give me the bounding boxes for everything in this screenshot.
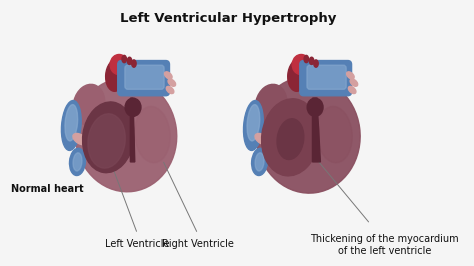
- Ellipse shape: [70, 148, 85, 176]
- Ellipse shape: [110, 55, 128, 74]
- Ellipse shape: [65, 105, 78, 141]
- Ellipse shape: [88, 114, 125, 168]
- Text: Left Ventricle: Left Ventricle: [105, 239, 170, 249]
- Ellipse shape: [166, 86, 174, 94]
- Text: Normal heart: Normal heart: [11, 184, 83, 194]
- Ellipse shape: [255, 134, 269, 145]
- Ellipse shape: [62, 101, 81, 151]
- Ellipse shape: [73, 134, 87, 145]
- Ellipse shape: [247, 105, 260, 141]
- FancyBboxPatch shape: [118, 61, 170, 96]
- FancyBboxPatch shape: [300, 61, 352, 96]
- Ellipse shape: [292, 55, 310, 74]
- Ellipse shape: [125, 98, 141, 117]
- Ellipse shape: [132, 60, 136, 67]
- Text: Left Ventricular Hypertrophy: Left Ventricular Hypertrophy: [120, 12, 337, 25]
- Ellipse shape: [255, 153, 264, 171]
- Polygon shape: [130, 98, 135, 162]
- Ellipse shape: [288, 60, 307, 91]
- Ellipse shape: [314, 60, 318, 67]
- Ellipse shape: [348, 86, 356, 94]
- Ellipse shape: [346, 72, 354, 79]
- Ellipse shape: [168, 79, 175, 86]
- Ellipse shape: [82, 102, 134, 173]
- FancyBboxPatch shape: [125, 65, 164, 89]
- Ellipse shape: [277, 119, 304, 160]
- Ellipse shape: [73, 153, 82, 171]
- Ellipse shape: [252, 148, 267, 176]
- Ellipse shape: [255, 84, 287, 125]
- FancyBboxPatch shape: [307, 65, 346, 89]
- Ellipse shape: [307, 98, 323, 117]
- Ellipse shape: [73, 84, 105, 125]
- Ellipse shape: [262, 99, 319, 176]
- Ellipse shape: [122, 55, 127, 63]
- Text: Right Ventricle: Right Ventricle: [162, 239, 234, 249]
- Ellipse shape: [106, 60, 125, 91]
- Polygon shape: [312, 98, 320, 162]
- Ellipse shape: [310, 57, 314, 64]
- Ellipse shape: [350, 79, 358, 86]
- Ellipse shape: [304, 55, 309, 63]
- Ellipse shape: [164, 72, 172, 79]
- Ellipse shape: [244, 101, 263, 151]
- Ellipse shape: [256, 77, 360, 193]
- Ellipse shape: [75, 78, 177, 192]
- Ellipse shape: [128, 57, 132, 64]
- Ellipse shape: [317, 106, 352, 163]
- Ellipse shape: [135, 106, 170, 163]
- Text: Thickening of the myocardium
of the left ventricle: Thickening of the myocardium of the left…: [310, 234, 459, 256]
